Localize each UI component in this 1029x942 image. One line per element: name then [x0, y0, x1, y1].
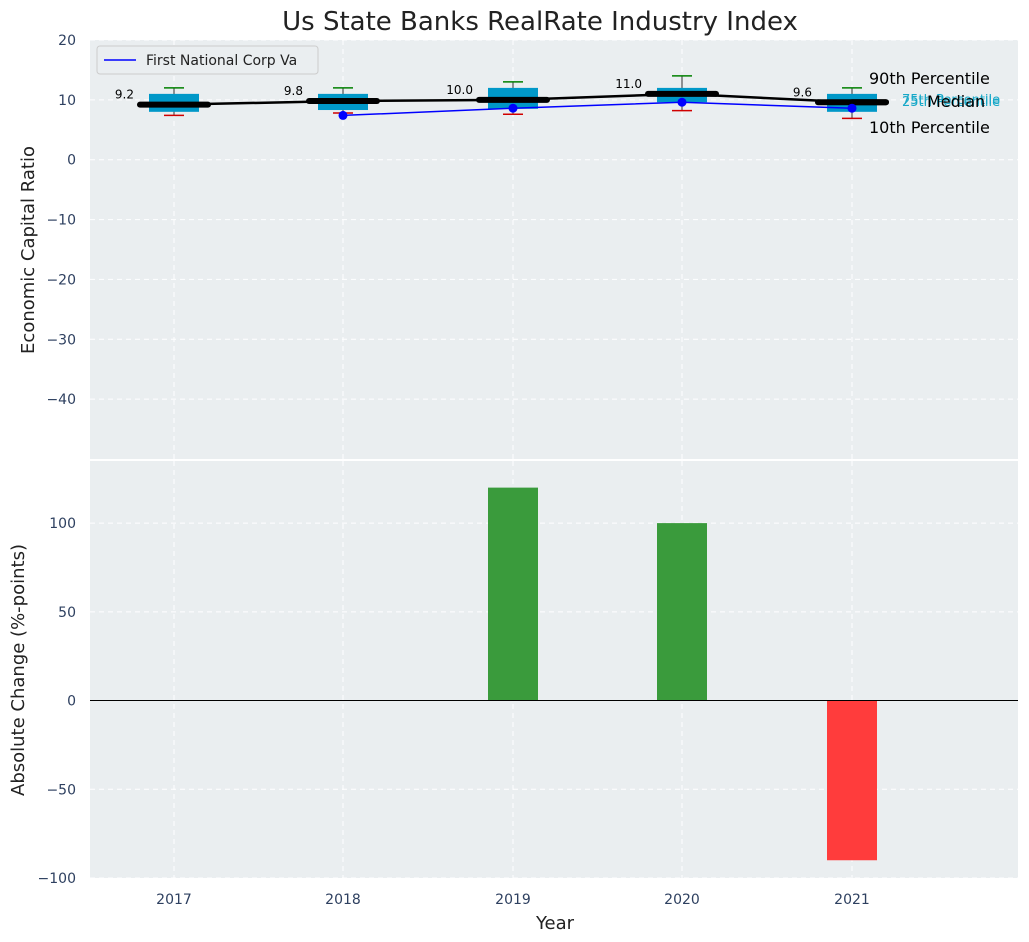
legend-label: First National Corp Va: [146, 53, 297, 69]
top-y-tick-label: 20: [58, 33, 76, 49]
company-point: [847, 103, 857, 113]
top-y-tick-label: −30: [46, 332, 76, 348]
chart-title: Us State Banks RealRate Industry Index: [282, 7, 798, 37]
bottom-panel: 100 50 0 −50 −100 2017 2018 2019 2020 2021: [38, 461, 1018, 908]
change-bar: [657, 523, 707, 701]
median-value-label: 11.0: [615, 77, 642, 91]
median-trend-line: [173, 92, 853, 106]
top-y-tick-label: 10: [58, 93, 76, 109]
bottom-y-tick-label: −100: [38, 871, 76, 887]
annotation-p10: 10th Percentile: [869, 118, 990, 137]
x-tick-label: 2020: [664, 892, 700, 908]
annotation-p25: 25th Percentile: [902, 95, 1000, 110]
legend-box: [96, 45, 319, 75]
median-value-label: 10.0: [446, 83, 473, 97]
bottom-y-tick-label: 100: [49, 516, 76, 532]
bottom-y-tick-label: 50: [58, 605, 76, 621]
x-tick-label: 2021: [834, 892, 870, 908]
median-value-label: 9.2: [115, 88, 134, 102]
change-bar: [488, 487, 538, 701]
top-y-tick-label: 0: [67, 153, 76, 169]
top-panel: 20 10 0 −10 −20 −30 −40 9.2 9.8 10.0 11.0 9.6 90th P…: [46, 33, 1018, 459]
annotation-median: Median: [927, 92, 985, 111]
annotation-p90: 90th Percentile: [869, 69, 990, 88]
bottom-y-tick-label: 0: [67, 694, 76, 710]
x-axis-label: Year: [535, 913, 575, 934]
top-y-tick-label: −20: [46, 272, 76, 288]
company-line: [342, 101, 853, 117]
median-value-label: 9.6: [793, 85, 812, 99]
top-y-tick-label: −10: [46, 213, 76, 229]
top-y-tick-label: −40: [46, 392, 76, 408]
x-tick-label: 2019: [495, 892, 531, 908]
company-point: [508, 103, 518, 113]
company-point: [338, 110, 348, 120]
change-bar: [827, 700, 877, 861]
x-tick-label: 2017: [156, 892, 192, 908]
median-value-label: 9.8: [284, 84, 303, 98]
top-y-axis-label: Economic Capital Ratio: [18, 146, 39, 354]
x-tick-label: 2018: [325, 892, 361, 908]
company-point: [677, 97, 687, 107]
bottom-y-tick-label: −50: [46, 782, 76, 798]
bottom-y-axis-label: Absolute Change (%-points): [8, 544, 29, 796]
annotation-p75: 75th Percentile: [902, 93, 1000, 108]
